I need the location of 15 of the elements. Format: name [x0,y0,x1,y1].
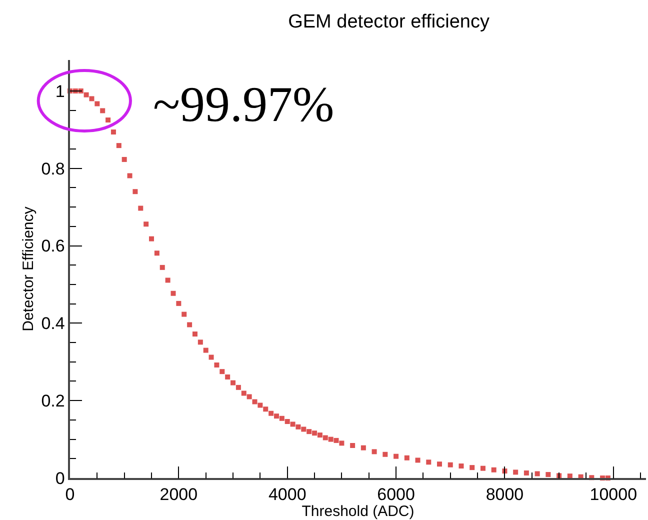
x-tick-label: 4000 [268,485,306,504]
y-tick-label: 0 [55,468,65,488]
x-tick-label: 2000 [160,485,198,504]
x-axis-title: Threshold (ADC) [302,503,414,520]
y-tick-label: 0.8 [41,159,65,178]
y-tick-label: 0.4 [41,314,65,334]
y-tick-label: 1 [55,82,65,101]
annotation: ~99.97% [153,76,334,132]
x-tick-label: 6000 [377,485,415,504]
y-tick-label: 0.6 [41,236,65,256]
y-tick-label: 0.2 [41,392,65,411]
x-tick-label: 8000 [486,485,524,504]
x-tick-label: 10000 [590,485,638,504]
chart-title: GEM detector efficiency [288,11,490,32]
y-axis-title: Detector Efficiency [20,206,37,332]
